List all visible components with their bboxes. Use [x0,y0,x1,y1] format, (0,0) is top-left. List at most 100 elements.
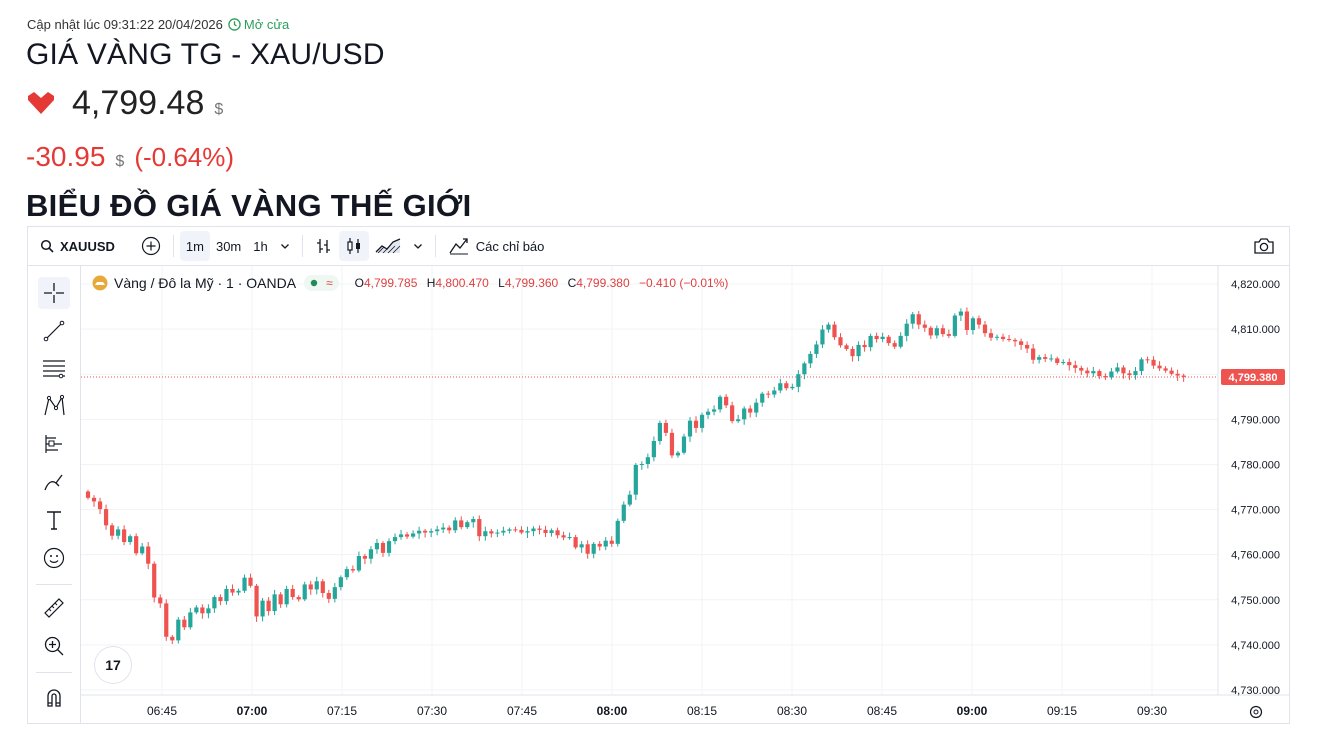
candle [585,540,590,559]
candle-body [417,530,422,534]
candle-body [1025,344,1030,349]
candle [513,526,518,533]
candle-body [140,546,145,554]
candle-body [200,607,205,614]
crosshair-tool[interactable] [38,277,70,309]
candle-body [230,588,235,593]
candle [976,315,982,329]
indicators-button[interactable]: Các chỉ báo [442,231,551,261]
candle-body [874,335,879,340]
candle [194,605,199,615]
candle-body [386,541,392,553]
candle [970,316,976,335]
text-tool[interactable] [38,504,70,536]
candle-style-button[interactable] [338,231,369,261]
candle [254,583,259,622]
ruler-tool[interactable] [38,592,70,624]
area-style-button[interactable] [369,231,407,261]
candle [164,599,169,641]
price-tick-label: 4,810.000 [1231,324,1280,336]
candle-body [447,527,452,531]
candle [338,575,343,591]
candle-body [651,440,656,458]
candle [748,405,753,418]
zoom-tool[interactable] [38,630,70,662]
candle [97,497,103,515]
tool-divider [36,672,72,673]
candle-body [724,396,729,406]
brush-tool[interactable] [38,466,70,498]
candle [651,436,656,462]
candle-body [711,409,717,412]
candle-body [736,419,741,422]
candle-body [1151,359,1156,366]
trend-line-tool[interactable] [38,315,70,347]
tradingview-logo[interactable]: 17 [95,647,131,683]
candle [790,383,795,391]
candle-body [1031,348,1036,360]
candle [200,604,205,619]
candle [453,517,458,534]
candle [844,343,849,351]
candle-body [838,337,843,346]
emoji-tool[interactable] [38,542,70,574]
candle-body [850,348,855,357]
candle [832,321,837,340]
candle-body [134,536,139,554]
candle [224,585,229,605]
interval-1m[interactable]: 1m [179,231,210,261]
forecast-tool[interactable] [38,428,70,460]
candle-body [392,537,398,542]
candle [308,580,313,595]
symbol-search-button[interactable]: XAUUSD [34,231,121,261]
candle [91,495,97,507]
candle-body [826,324,831,330]
price-chart[interactable]: 4,820.0004,810.0004,800.0004,790.0004,78… [28,227,1289,723]
candle [958,308,963,321]
compare-symbol-button[interactable] [135,231,167,261]
candle [1000,333,1006,342]
candle [146,542,151,570]
pattern-tool[interactable] [38,390,70,422]
bar-style-button[interactable] [309,231,339,261]
candle-body [784,383,789,389]
candle-body [639,463,644,465]
candle [386,538,392,557]
low-value: 4,799.360 [504,276,559,290]
settings-icon [1249,705,1263,719]
candle-body [1085,370,1090,374]
candle-body [627,494,632,505]
interval-30m[interactable]: 30m [215,238,242,254]
candle [549,528,554,537]
candle-body [1049,358,1054,360]
high-label: H [426,276,436,290]
candle-body [633,464,638,495]
candle-body [103,509,109,526]
trend-line-icon [43,320,65,342]
chart-type-dropdown[interactable] [407,231,429,261]
candle-body [964,311,970,331]
price-tick-label: 4,790.000 [1231,414,1280,426]
candle-body [326,593,331,599]
market-status: Mở cửa [228,17,289,32]
candle-body [796,374,801,387]
axis-settings-button [1249,705,1263,719]
compare-plus-icon [141,236,161,256]
fib-icon [43,360,65,379]
candle [645,453,650,469]
screenshot-button[interactable] [1247,231,1281,261]
candle-body [814,344,819,354]
time-tick-label: 09:30 [1137,704,1167,718]
chevron-down-icon [280,244,289,249]
candle [1175,369,1180,381]
candle-body [886,336,891,344]
symbol-description: Vàng / Đô la Mỹ · 1 · OANDA [114,275,297,291]
candle [711,405,717,416]
clock-icon [228,18,241,31]
candle-body [730,405,735,422]
interval-dropdown[interactable] [274,231,296,261]
emoji-icon [43,547,65,569]
magnet-tool[interactable] [38,682,70,714]
fib-tool[interactable] [38,353,70,385]
interval-1h[interactable]: 1h [253,238,268,254]
